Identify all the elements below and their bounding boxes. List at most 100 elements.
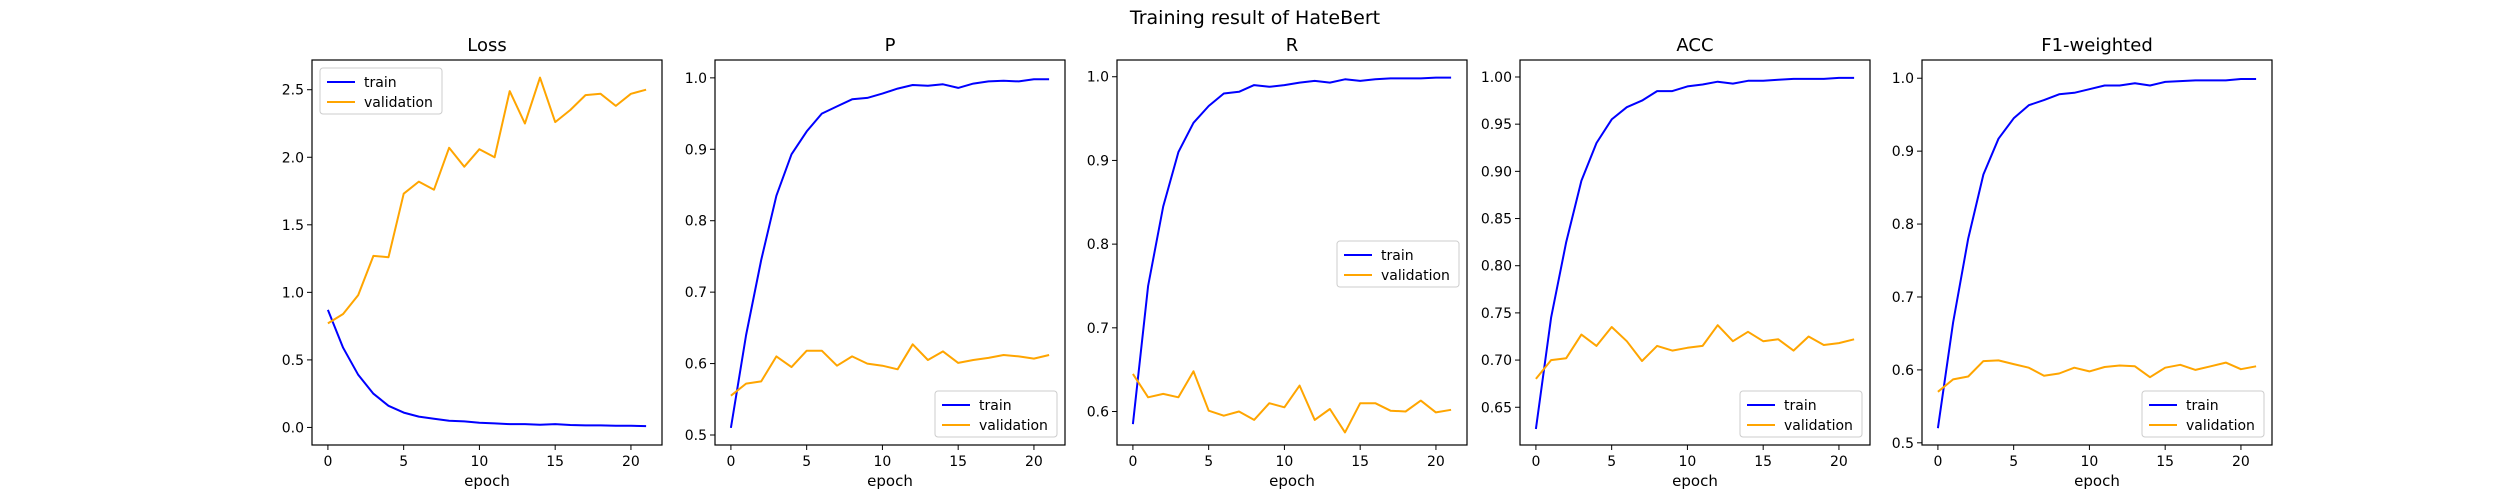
figure-suptitle: Training result of HateBert [1129,7,1380,29]
chart-title: F1-weighted [2041,35,2153,56]
x-tick-label: 10 [874,454,892,470]
chart-title: P [885,35,896,56]
legend-label-validation: validation [1381,268,1450,284]
chart-panel: P 0 5 10 15 20 0.5 0.6 0.7 0.8 0.9 1.0 epoch train val… [685,35,1066,490]
legend: train validation [319,67,443,115]
axes-frame [714,59,1066,446]
y-tick-label: 0.9 [1087,153,1109,169]
x-tick-label: 10 [1679,454,1697,470]
x-tick-label: 10 [471,454,489,470]
axes-frame [1519,59,1871,446]
y-tick-label: 0.7 [685,285,707,301]
y-tick-label: 0.75 [1481,306,1512,322]
series-line-train [1936,78,2257,429]
y-tick-label: 1.0 [1892,71,1914,87]
y-tick-label: 0.9 [1892,144,1914,160]
y-tick-label: 1.0 [282,285,304,301]
y-tick-label: 0.7 [1087,321,1109,337]
legend-label-validation: validation [2186,418,2255,434]
chart-title: R [1286,35,1299,56]
y-tick-label: 0.5 [282,353,304,369]
legend: train validation [1336,240,1460,288]
x-tick-label: 5 [399,454,408,470]
x-tick-label: 0 [323,454,332,470]
y-tick-label: 0.7 [1892,290,1914,306]
y-tick-label: 0.8 [685,214,707,230]
x-tick-label: 20 [2232,454,2250,470]
series-line-train [326,309,647,428]
x-tick-label: 5 [802,454,811,470]
legend-label-train: train [1381,248,1414,264]
x-tick-label: 0 [1531,454,1540,470]
x-tick-label: 0 [1933,454,1942,470]
x-tick-label: 15 [1754,454,1772,470]
series-line-validation [327,76,647,325]
x-tick-label: 20 [622,454,640,470]
y-tick-label: 1.00 [1481,70,1512,86]
legend-label-validation: validation [364,95,433,111]
y-tick-label: 0.5 [1892,436,1914,452]
chart-title: ACC [1676,35,1713,56]
legend-label-train: train [364,75,397,91]
legend-label-train: train [1784,398,1817,414]
chart-panel: Loss 0 5 10 15 20 0.0 0.5 1.0 1.5 2.0 2.5 epoch train… [282,35,663,490]
y-tick-label: 0.90 [1481,164,1512,180]
x-tick-label: 15 [546,454,564,470]
x-tick-label: 10 [2081,454,2099,470]
x-tick-label: 20 [1025,454,1043,470]
y-tick-label: 0.0 [282,420,304,436]
y-tick-label: 1.0 [685,71,707,87]
x-axis-label: epoch [867,472,913,490]
chart-panel: R 0 5 10 15 20 0.6 0.7 0.8 0.9 1.0 epoch train valida… [1087,35,1468,490]
y-tick-label: 0.6 [1892,363,1914,379]
x-tick-label: 5 [1204,454,1213,470]
axes-frame [1921,59,2273,446]
x-tick-label: 15 [2156,454,2174,470]
legend-label-validation: validation [979,418,1048,434]
x-tick-label: 15 [1351,454,1369,470]
x-axis-label: epoch [464,472,510,490]
y-tick-label: 1.0 [1087,70,1109,86]
axes-frame [1116,59,1468,446]
x-tick-label: 0 [726,454,735,470]
x-axis-label: epoch [1269,472,1315,490]
y-tick-label: 0.9 [685,142,707,158]
y-tick-label: 0.6 [1087,405,1109,421]
series-line-train [1131,76,1452,425]
y-tick-label: 0.5 [685,428,707,444]
x-tick-label: 20 [1427,454,1445,470]
y-tick-label: 2.0 [282,150,304,166]
legend: train validation [1739,390,1863,438]
x-tick-label: 20 [1830,454,1848,470]
chart-panel: ACC 0 5 10 15 20 0.65 0.70 0.75 0.80 0.85 0.90 0.95 1… [1481,35,1871,490]
series-line-validation [730,343,1050,397]
legend-label-validation: validation [1784,418,1853,434]
y-tick-label: 0.8 [1087,237,1109,253]
legend: train validation [934,390,1058,438]
series-line-validation [1937,359,2257,393]
x-tick-label: 5 [2009,454,2018,470]
x-tick-label: 0 [1128,454,1137,470]
y-tick-label: 2.5 [282,83,304,99]
chart-panel: F1-weighted 0 5 10 15 20 0.5 0.6 0.7 0.8 0.9 1.0 epo… [1892,35,2273,490]
x-axis-label: epoch [1672,472,1718,490]
y-tick-label: 0.85 [1481,212,1512,228]
x-tick-label: 15 [949,454,967,470]
y-tick-label: 0.8 [1892,217,1914,233]
y-tick-label: 0.6 [685,357,707,373]
series-line-train [729,78,1050,429]
chart-title: Loss [467,35,506,56]
y-tick-label: 0.65 [1481,400,1512,416]
series-line-validation [1535,324,1855,380]
y-tick-label: 0.70 [1481,353,1512,369]
axes-frame [311,59,663,446]
x-tick-label: 5 [1607,454,1616,470]
series-line-train [1534,76,1855,430]
legend-label-train: train [2186,398,2219,414]
y-tick-label: 1.5 [282,218,304,234]
legend: train validation [2141,390,2265,438]
x-tick-label: 10 [1276,454,1294,470]
x-axis-label: epoch [2074,472,2120,490]
y-tick-label: 0.80 [1481,259,1512,275]
